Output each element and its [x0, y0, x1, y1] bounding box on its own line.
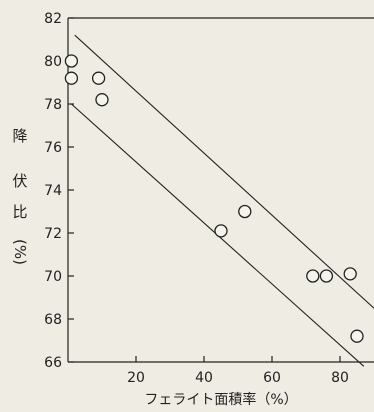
data-points	[64, 54, 364, 343]
y-tick-label: 68	[44, 312, 62, 328]
data-point	[214, 224, 228, 238]
data-point	[95, 93, 109, 107]
y-tick-label: 70	[44, 269, 62, 285]
plot-frame	[67, 17, 374, 363]
y-axis-title-char: 比	[12, 203, 27, 221]
y-tick-label: 72	[44, 226, 62, 242]
data-point	[350, 329, 364, 343]
data-point	[64, 71, 79, 85]
data-point	[91, 71, 106, 85]
data-point	[306, 269, 320, 283]
x-tick-label: 60	[263, 370, 281, 386]
y-axis-title-char: 伏	[12, 172, 27, 190]
y-tick-label: 82	[44, 11, 62, 27]
data-point	[343, 267, 357, 281]
y-axis-title: 降伏比 (%)	[11, 127, 29, 265]
y-tick-label: 66	[44, 355, 62, 371]
x-axis-ticks: 20 40 60 80	[127, 356, 349, 386]
y-tick-label: 78	[44, 97, 62, 113]
x-tick-label: 20	[127, 370, 145, 386]
y-axis-title-char: 降	[12, 127, 27, 145]
data-point	[64, 54, 79, 68]
band-lines	[71, 34, 374, 367]
band-line	[74, 34, 374, 309]
x-tick-label: 80	[331, 370, 349, 386]
y-tick-label: 76	[44, 140, 62, 156]
x-tick-label: 40	[195, 370, 213, 386]
y-tick-label: 80	[44, 54, 62, 70]
y-tick-label: 74	[44, 183, 62, 199]
data-point	[319, 269, 334, 283]
data-point	[238, 204, 252, 219]
y-axis-ticks: 66 68 70 72 74 76 78 80 82	[44, 11, 74, 371]
y-axis-title-char: (%)	[11, 239, 29, 265]
x-axis-title: フェライト面積率（%）	[144, 391, 297, 408]
